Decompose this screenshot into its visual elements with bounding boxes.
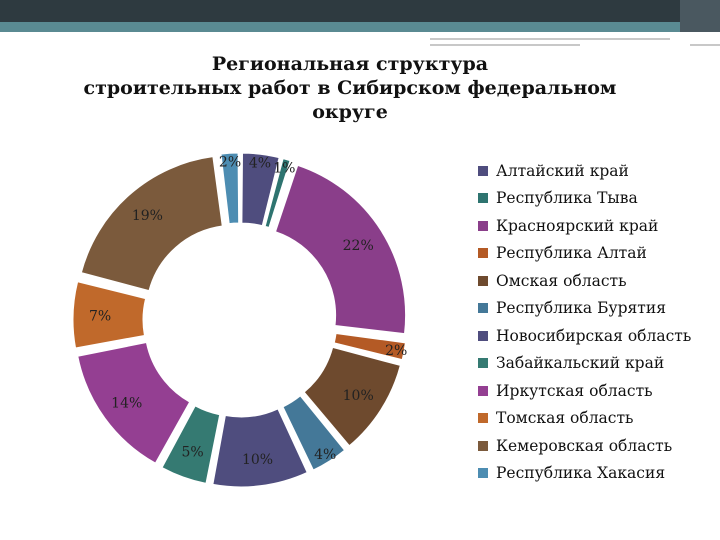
slice-data-label: 22% bbox=[343, 238, 374, 254]
legend-label: Республика Алтай bbox=[496, 244, 647, 263]
legend-item: Алтайский край bbox=[478, 157, 691, 185]
legend-label: Томская область bbox=[496, 409, 634, 428]
legend-label: Красноярский край bbox=[496, 216, 659, 235]
legend-label: Омская область bbox=[496, 271, 627, 290]
legend-swatch bbox=[478, 220, 488, 231]
slice-data-label: 14% bbox=[111, 395, 142, 411]
donut-slice bbox=[282, 395, 346, 471]
decorative-rule bbox=[430, 44, 580, 46]
legend-item: Красноярский край bbox=[478, 212, 691, 240]
slide-corner-block bbox=[680, 0, 720, 32]
slice-data-label: 1% bbox=[273, 160, 295, 176]
legend-label: Забайкальский край bbox=[496, 354, 665, 373]
decorative-rule bbox=[690, 44, 720, 46]
donut-slice bbox=[220, 152, 240, 225]
legend-item: Республика Бурятия bbox=[478, 295, 691, 323]
legend-item: Республика Алтай bbox=[478, 240, 691, 268]
donut-slice bbox=[241, 152, 280, 227]
legend-swatch bbox=[478, 330, 488, 341]
legend-label: Республика Бурятия bbox=[496, 299, 666, 318]
legend-swatch bbox=[478, 248, 488, 259]
legend-item: Республика Хакасия bbox=[478, 460, 691, 488]
legend-swatch bbox=[478, 440, 488, 451]
donut-slice bbox=[333, 332, 406, 361]
donut-slice bbox=[274, 164, 407, 335]
legend-swatch bbox=[478, 275, 488, 286]
slice-data-label: 10% bbox=[242, 452, 273, 468]
legend-label: Алтайский край bbox=[496, 161, 629, 180]
legend-swatch bbox=[478, 413, 488, 424]
legend-swatch bbox=[478, 358, 488, 369]
slice-data-label: 7% bbox=[89, 309, 111, 325]
chart-title-line: Региональная структура bbox=[211, 53, 489, 75]
slice-data-label: 19% bbox=[132, 208, 163, 224]
legend-label: Кемеровская область bbox=[496, 436, 673, 455]
slide-accent-bar bbox=[0, 22, 720, 32]
chart-title: Региональная структура строительных рабо… bbox=[40, 52, 660, 124]
donut-slice bbox=[212, 408, 308, 488]
donut-slice bbox=[72, 281, 147, 349]
slice-data-label: 4% bbox=[314, 447, 336, 463]
legend-label: Республика Тыва bbox=[496, 189, 638, 208]
legend-label: Новосибирская область bbox=[496, 326, 692, 345]
slice-data-label: 2% bbox=[219, 154, 241, 170]
chart-title-line: строительных работ в Сибирском федеральн… bbox=[83, 77, 617, 99]
legend-item: Иркутская область bbox=[478, 377, 691, 405]
slice-data-label: 5% bbox=[181, 445, 203, 461]
legend-swatch bbox=[478, 303, 488, 314]
legend-item: Омская область bbox=[478, 267, 691, 295]
slice-data-label: 10% bbox=[343, 388, 374, 404]
slice-data-label: 4% bbox=[249, 155, 271, 171]
donut-slice bbox=[77, 341, 191, 464]
legend-swatch bbox=[478, 385, 488, 396]
legend-item: Новосибирская область bbox=[478, 322, 691, 350]
slide-top-bar bbox=[0, 0, 720, 22]
chart-legend: Алтайский край Республика Тыва Красноярски… bbox=[478, 157, 691, 487]
legend-item: Республика Тыва bbox=[478, 185, 691, 213]
donut-slice bbox=[80, 156, 223, 292]
legend-label: Иркутская область bbox=[496, 381, 653, 400]
legend-swatch bbox=[478, 468, 488, 479]
legend-label: Республика Хакасия bbox=[496, 464, 666, 483]
slice-data-label: 2% bbox=[385, 343, 407, 359]
legend-swatch bbox=[478, 165, 488, 176]
donut-slice bbox=[161, 405, 221, 484]
chart-title-line: округе bbox=[312, 101, 388, 123]
legend-item: Томская область bbox=[478, 405, 691, 433]
decorative-rule bbox=[430, 38, 670, 40]
legend-item: Кемеровская область bbox=[478, 432, 691, 460]
legend-swatch bbox=[478, 193, 488, 204]
legend-item: Забайкальский край bbox=[478, 350, 691, 378]
donut-slice bbox=[264, 158, 291, 229]
donut-slice bbox=[303, 346, 401, 447]
